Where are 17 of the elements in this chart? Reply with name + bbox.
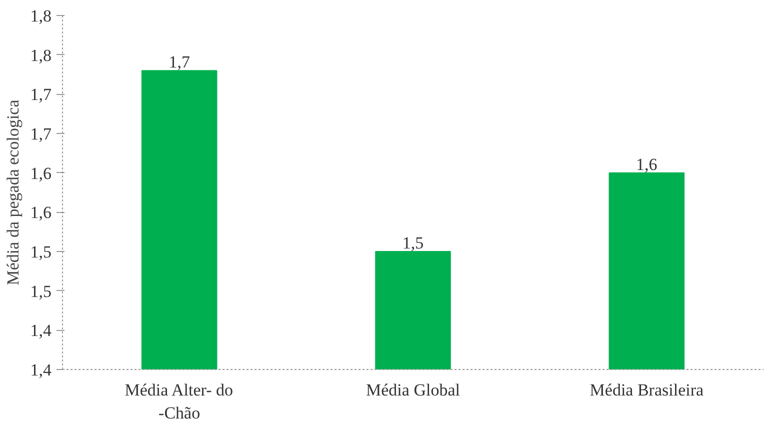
y-tick-label: 1,5 — [30, 242, 52, 262]
y-tick-label: 1,4 — [30, 321, 52, 340]
y-tick-label: 1,7 — [30, 124, 52, 144]
x-tick-label: Média Global — [366, 380, 460, 400]
y-tick-label: 1,5 — [30, 282, 52, 301]
x-tick-label: Média Alter- do -Chão — [124, 380, 233, 422]
data-label: 1,6 — [636, 154, 658, 174]
y-tick-label: 1,4 — [30, 360, 52, 380]
y-tick-label: 1,6 — [30, 164, 52, 183]
data-label: 1,5 — [402, 234, 424, 252]
y-axis-title: Média da pegada ecologica — [3, 99, 22, 286]
y-tick-label: 1,7 — [30, 85, 52, 104]
y-tick-label: 1,8 — [30, 46, 52, 65]
data-label: 1,7 — [168, 52, 190, 72]
y-tick-label: 1,6 — [30, 203, 52, 222]
x-tick-label: Média Brasileira — [590, 380, 704, 400]
y-tick-label: 1,8 — [30, 6, 52, 26]
